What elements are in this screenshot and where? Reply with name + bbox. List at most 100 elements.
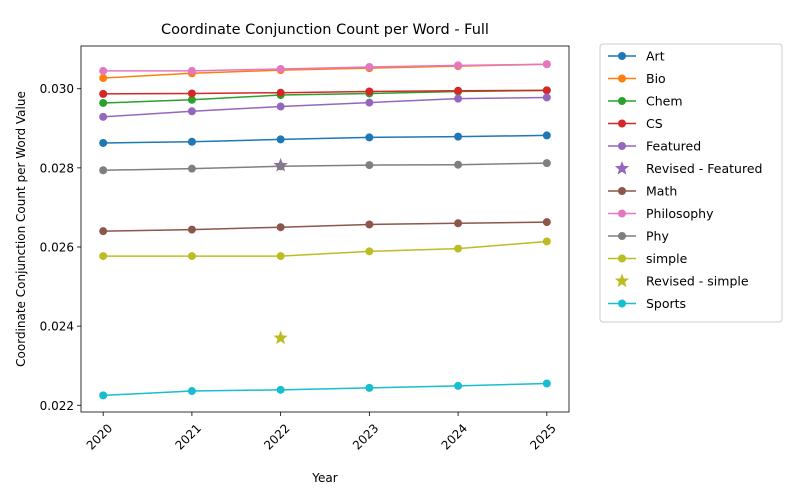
legend-item-bio: Bio: [608, 71, 666, 86]
data-point-simple: [454, 244, 463, 253]
data-point-sports: [365, 383, 374, 392]
data-point-art: [454, 132, 463, 141]
chart-title: Coordinate Conjunction Count per Word - …: [161, 22, 489, 38]
data-point-revised-simple: [273, 330, 288, 345]
series-art: [99, 131, 551, 147]
legend-marker-simple: [618, 254, 626, 263]
series-philosophy: [99, 60, 551, 75]
x-axis-label: Year: [311, 471, 337, 485]
data-point-featured: [99, 112, 108, 121]
data-point-bio: [99, 74, 108, 83]
data-point-cs: [187, 89, 196, 98]
data-point-art: [187, 137, 196, 146]
data-point-art: [365, 133, 374, 142]
legend-label-phy: Phy: [646, 229, 669, 244]
data-point-philosophy: [542, 60, 551, 69]
legend-marker-math: [618, 187, 626, 195]
legend-item-revised-simple: Revised - simple: [614, 273, 749, 289]
y-tick-label: 0.024: [40, 320, 74, 334]
data-point-phy: [542, 159, 551, 168]
legend-label-art: Art: [646, 49, 665, 64]
data-point-cs: [99, 89, 108, 98]
legend-marker-bio: [618, 74, 626, 83]
series-math: [99, 218, 551, 236]
series-line-philosophy: [103, 63, 547, 72]
data-point-featured: [187, 107, 196, 116]
legend-marker-phy: [618, 232, 626, 240]
data-point-simple: [365, 247, 374, 256]
legend-item-featured: Featured: [608, 139, 701, 154]
data-point-simple: [542, 237, 551, 246]
data-point-phy: [187, 164, 196, 173]
legend-item-simple: simple: [608, 251, 688, 266]
series-line-art: [103, 134, 547, 144]
legend-marker-cs: [618, 119, 626, 128]
plot-frame: [80, 45, 570, 413]
legend-label-chem: Chem: [646, 94, 683, 109]
data-point-featured: [276, 102, 285, 111]
data-point-philosophy: [276, 64, 285, 73]
data-point-phy: [454, 160, 463, 169]
data-point-chem: [187, 95, 196, 104]
legend: Art Bio Chem CS Featured Revised - Featured Ma…: [599, 43, 783, 323]
data-point-cs: [276, 88, 285, 97]
series-sports: [99, 379, 551, 400]
series-line-sports: [103, 382, 547, 397]
legend-label-cs: CS: [646, 116, 663, 131]
legend-item-philosophy: Philosophy: [608, 206, 714, 221]
data-point-math: [276, 223, 285, 232]
data-point-cs: [365, 87, 374, 96]
data-point-featured: [542, 93, 551, 102]
data-point-philosophy: [99, 66, 108, 75]
legend-item-math: Math: [608, 184, 677, 199]
data-point-art: [542, 131, 551, 140]
data-point-math: [99, 227, 108, 236]
legend-item-revised-featured: Revised - Featured: [614, 161, 762, 176]
legend-marker-sports: [618, 299, 626, 308]
series-revised-simple: [273, 330, 288, 345]
legend-marker-chem: [618, 97, 626, 105]
data-point-featured: [365, 98, 374, 107]
data-point-phy: [99, 166, 108, 175]
legend-item-cs: CS: [608, 116, 663, 131]
series-line-featured: [103, 96, 547, 118]
legend-item-sports: Sports: [608, 296, 686, 311]
series-featured: [99, 93, 551, 121]
data-point-simple: [187, 252, 196, 261]
legend-box: [599, 43, 783, 323]
series-line-cs: [103, 89, 547, 95]
data-point-philosophy: [365, 62, 374, 71]
data-point-simple: [99, 252, 108, 261]
data-point-sports: [276, 385, 285, 394]
legend-item-art: Art: [608, 49, 665, 64]
series-simple: [99, 237, 551, 261]
legend-label-revised-featured: Revised - Featured: [646, 161, 762, 176]
series-phy: [99, 159, 551, 175]
legend-marker-philosophy: [618, 209, 626, 218]
data-point-sports: [187, 387, 196, 396]
data-point-philosophy: [454, 61, 463, 70]
y-tick-label: 0.022: [40, 399, 74, 413]
legend-label-philosophy: Philosophy: [646, 206, 714, 221]
series-line-simple: [103, 240, 547, 257]
series-line-math: [103, 221, 547, 232]
data-point-math: [454, 219, 463, 228]
legend-marker-featured: [618, 142, 626, 150]
data-point-phy: [365, 161, 374, 170]
series-line-phy: [103, 162, 547, 171]
data-point-philosophy: [187, 66, 196, 75]
data-point-featured: [454, 94, 463, 103]
data-point-math: [542, 218, 551, 227]
legend-marker-revised-featured: [614, 161, 630, 175]
legend-label-simple: simple: [646, 251, 688, 266]
legend-label-bio: Bio: [646, 71, 666, 86]
data-point-art: [276, 135, 285, 144]
legend-label-math: Math: [646, 184, 677, 199]
series-cs: [99, 86, 551, 98]
data-point-math: [187, 225, 196, 234]
legend-label-sports: Sports: [646, 296, 686, 311]
y-tick-label: 0.026: [40, 241, 74, 255]
data-point-simple: [276, 252, 285, 261]
